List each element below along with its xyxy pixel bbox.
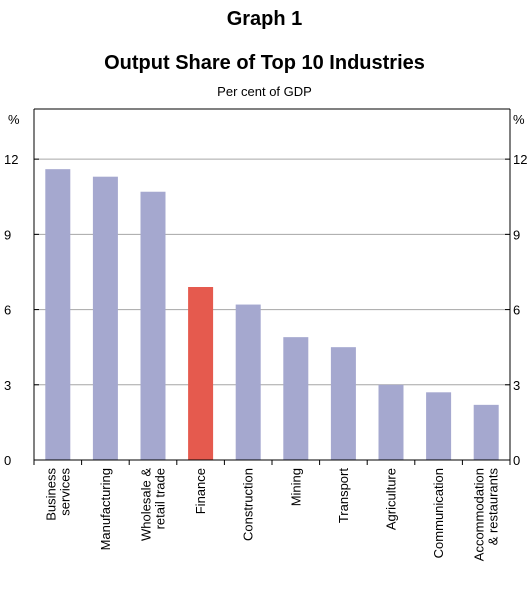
bar (45, 169, 71, 460)
bar (426, 392, 452, 460)
y-tick-label-left: 3 (4, 378, 11, 393)
y-tick-label-right: 9 (513, 227, 520, 242)
x-category-label: Agriculture (384, 468, 399, 530)
y-tick-label-right: 0 (513, 453, 520, 468)
y-tick-label-right: 6 (513, 303, 520, 318)
bar (235, 304, 261, 460)
x-category-label: Finance (193, 468, 208, 514)
bar (330, 347, 356, 460)
x-category-label-line: Communication (431, 468, 446, 558)
x-category-label: Construction (241, 468, 256, 541)
x-category-label-line: Business (43, 468, 58, 521)
x-category-label: Business services (43, 468, 72, 521)
chart-title: Output Share of Top 10 Industries (104, 52, 425, 74)
y-tick-label-left: 9 (4, 227, 11, 242)
bar (92, 176, 118, 460)
x-category-label-line: Agriculture (384, 468, 399, 530)
y-tick-label-right: 3 (513, 378, 520, 393)
x-category-label: Communication (431, 468, 446, 558)
x-category-label-line: Wholesale & (139, 468, 154, 541)
bar (283, 337, 309, 460)
bar (140, 191, 166, 460)
x-category-label-line: & restaurants (486, 468, 501, 546)
x-category-label: Mining (288, 468, 303, 506)
x-category-label: Manufacturing (98, 468, 113, 550)
chart-subtitle: Per cent of GDP (217, 84, 312, 99)
y-tick-label-left: 6 (4, 303, 11, 318)
x-category-label-line: retail trade (153, 468, 168, 529)
y-tick-label-left: 0 (4, 453, 11, 468)
y-tick-label-right: 12 (513, 152, 527, 167)
bar (378, 384, 404, 460)
x-category-label-line: Accommodation (472, 468, 487, 561)
bar (473, 404, 499, 460)
x-category-label-line: Construction (241, 468, 256, 541)
bar (188, 287, 214, 460)
x-category-label: Transport (336, 468, 351, 524)
x-category-label-line: Finance (193, 468, 208, 514)
x-category-label-line: Mining (288, 468, 303, 506)
y-tick-label-left: 12 (4, 152, 18, 167)
x-category-label-line: services (57, 468, 72, 516)
y-unit-label-right: % (513, 112, 525, 127)
y-unit-label-left: % (8, 112, 20, 127)
x-category-label-line: Manufacturing (98, 468, 113, 550)
x-category-label: Wholesale & retail trade (139, 468, 168, 541)
x-category-label: Accommodation & restaurants (472, 468, 501, 562)
graph-label: Graph 1 (226, 8, 303, 30)
x-category-label-line: Transport (336, 468, 351, 524)
